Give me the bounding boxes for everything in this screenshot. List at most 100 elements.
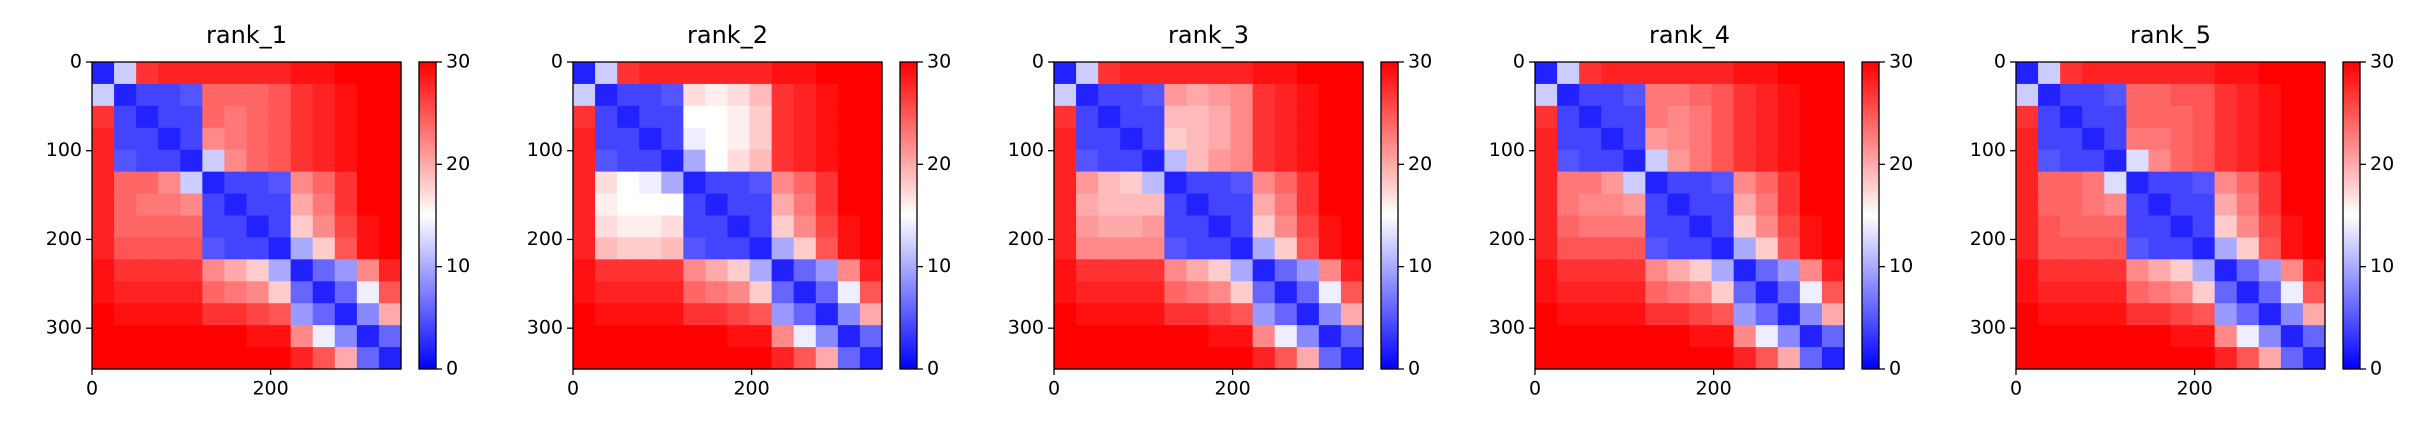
heatmap-cell (2302, 237, 2326, 260)
heatmap-cell (1821, 237, 1845, 260)
heatmap-cell (837, 105, 861, 129)
heatmap-cell (859, 347, 883, 370)
heatmap-cell (2060, 62, 2083, 85)
x-tick-label: 0 (2010, 378, 2022, 400)
heatmap-cell (2060, 347, 2083, 370)
heatmap-cell (1579, 259, 1602, 282)
heatmap-cell (617, 105, 640, 129)
heatmap-cell (1120, 105, 1143, 129)
heatmap-cell (771, 259, 795, 282)
heatmap-cell (1230, 259, 1254, 282)
heatmap-cell (2060, 259, 2083, 282)
heatmap-cell (268, 215, 292, 239)
heatmap-cell (1340, 281, 1364, 304)
heatmap-cell (859, 171, 883, 195)
heatmap-cell (1557, 127, 1580, 151)
y-tick-label: 0 (1032, 51, 1044, 73)
heatmap-cell (1601, 193, 1624, 217)
heatmap-cell (1623, 325, 1646, 348)
heatmap-cell (2148, 303, 2172, 326)
heatmap-cell (2192, 281, 2216, 304)
heatmap-cell (224, 105, 248, 129)
heatmap-cell (2258, 237, 2282, 260)
heatmap-cell (2126, 259, 2150, 282)
heatmap-cell (683, 325, 707, 348)
heatmap-cell (356, 325, 380, 348)
heatmap-cell (2126, 62, 2150, 85)
heatmap-cell (727, 105, 751, 129)
heatmap-cell (1799, 193, 1823, 217)
y-tick-label: 0 (1994, 51, 2006, 73)
heatmap-cell (815, 193, 839, 217)
heatmap-cell (2258, 83, 2282, 107)
heatmap-cell (2126, 303, 2150, 326)
heatmap-cell (705, 127, 729, 151)
heatmap-cell (1164, 347, 1188, 370)
heatmap-cell (837, 62, 861, 85)
heatmap-cell (1054, 259, 1077, 282)
heatmap-cell (573, 127, 596, 151)
heatmap-cell (2082, 105, 2105, 129)
heatmap-cell (2148, 237, 2172, 260)
heatmap-cell (1318, 83, 1342, 107)
heatmap-cell (290, 215, 314, 239)
heatmap-cell (2016, 303, 2039, 326)
heatmap-cell (2236, 83, 2260, 107)
heatmap-cell (334, 105, 358, 129)
heatmap-cell (1755, 215, 1779, 239)
heatmap-cell (595, 325, 618, 348)
heatmap-cell (1777, 259, 1801, 282)
heatmap-cell (224, 303, 248, 326)
heatmap-cell (202, 149, 226, 173)
heatmap-cell (1340, 83, 1364, 107)
heatmap-cell (815, 325, 839, 348)
heatmap-cell (2280, 325, 2304, 348)
heatmap-cell (1076, 325, 1099, 348)
heatmap-cell (1799, 105, 1823, 129)
heatmap-cell (2280, 149, 2304, 173)
heatmap-cell (1777, 237, 1801, 260)
heatmap-cell (2258, 259, 2282, 282)
heatmap-cell (749, 325, 773, 348)
heatmap-cell (1623, 347, 1646, 370)
heatmap-cell (202, 193, 226, 217)
heatmap-cell (246, 171, 270, 195)
heatmap-cell (2214, 237, 2238, 260)
heatmap-cell (1535, 83, 1558, 107)
axes-frame (1534, 61, 1845, 370)
heatmap-cell (1318, 62, 1342, 85)
heatmap-cell (1340, 237, 1364, 260)
heatmap-cell (2236, 127, 2260, 151)
heatmap-cell (705, 215, 729, 239)
heatmap-cell (859, 259, 883, 282)
heatmap-cell (2302, 62, 2326, 85)
heatmap-cell (617, 325, 640, 348)
heatmap-cell (268, 127, 292, 151)
heatmap-cell (2214, 127, 2238, 151)
heatmap-cell (1164, 149, 1188, 173)
heatmap-cell (1296, 281, 1320, 304)
colorbar-tick-label: 0 (2370, 358, 2382, 380)
heatmap-cell (1799, 149, 1823, 173)
heatmap-cell (1318, 259, 1342, 282)
heatmap-cell (1186, 105, 1210, 129)
heatmap-cell (2016, 281, 2039, 304)
heatmap-cell (312, 347, 336, 370)
colorbar-tick-label: 20 (2370, 153, 2394, 175)
heatmap-cell (793, 325, 817, 348)
heatmap-cell (1601, 237, 1624, 260)
heatmap-cell (224, 193, 248, 217)
heatmap-cell (246, 281, 270, 304)
heatmap-cell (705, 347, 729, 370)
heatmap-cell (1230, 193, 1254, 217)
colorbar-tick-label: 0 (927, 358, 939, 380)
heatmap-cell (1054, 215, 1077, 239)
heatmap-cell (1689, 303, 1713, 326)
heatmap-cell (2016, 325, 2039, 348)
x-tick-label: 200 (252, 378, 288, 400)
heatmap-cell (1142, 303, 1165, 326)
heatmap-cell (1733, 303, 1757, 326)
heatmap-cell (859, 237, 883, 260)
heatmap-cell (1186, 193, 1210, 217)
heatmap-cell (1645, 237, 1669, 260)
